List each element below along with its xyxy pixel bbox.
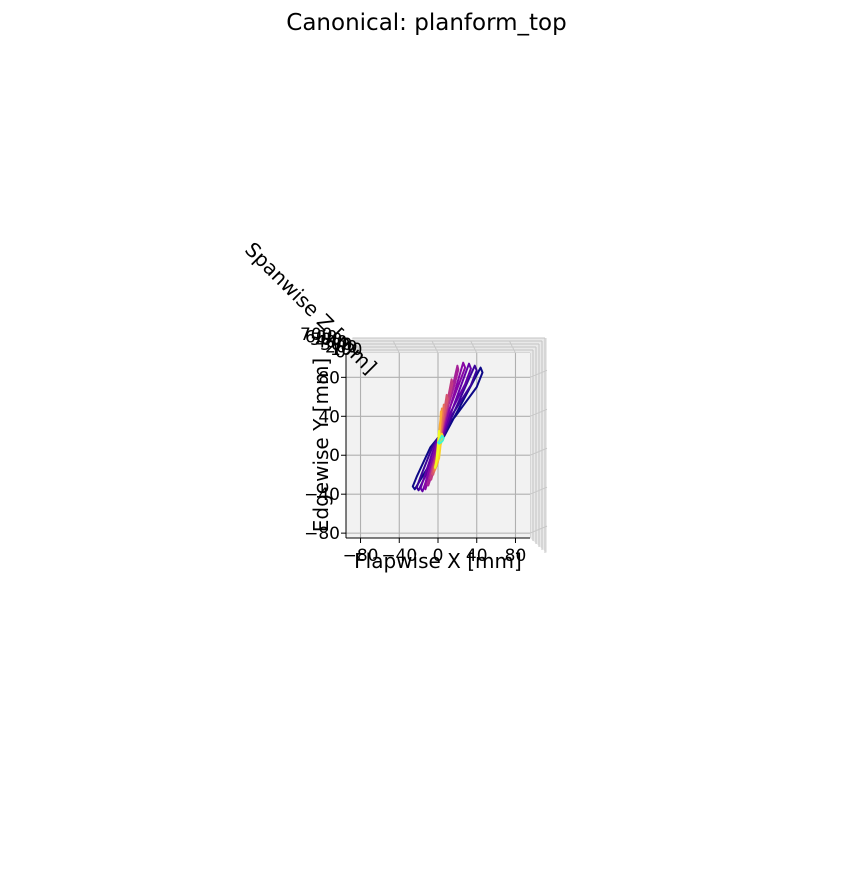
chart-title: Canonical: planform_top xyxy=(286,10,567,36)
axis-lines xyxy=(341,353,530,543)
x-tick-label: 0 xyxy=(433,546,444,566)
grid-line-depth xyxy=(529,525,548,534)
y-axis-label: Edgewise Y [mm] xyxy=(309,358,333,532)
z-tick-label: 500 xyxy=(310,330,342,350)
grid-line-depth xyxy=(431,340,439,354)
grid-line-depth xyxy=(392,340,400,354)
y-tick-label: 0 xyxy=(329,446,340,466)
y-tick-label: 80 xyxy=(318,368,340,388)
x-axis-label: Flapwise X [mm] xyxy=(354,549,522,573)
z-tick-label: 0 xyxy=(335,343,346,363)
tick-labels: −80 −40 0 40 80−80−4004080700600500400300200… xyxy=(300,325,526,566)
x-tick-label: 80 xyxy=(505,546,527,566)
grid-line-depth xyxy=(529,369,548,378)
z-tick-label: 400 xyxy=(315,333,347,353)
x-tick-label: 40 xyxy=(466,546,488,566)
grid-line-depth xyxy=(529,447,548,456)
z-tick-label: 300 xyxy=(320,335,352,355)
z-tick-label: 200 xyxy=(325,338,357,358)
y-tick-label: −40 xyxy=(304,485,340,505)
grid-line-depth xyxy=(509,340,516,354)
y-tick-label: 40 xyxy=(318,407,340,427)
x-tick-label: −80 xyxy=(343,546,379,566)
y-tick-label: −80 xyxy=(304,524,340,544)
grid-line-depth xyxy=(470,340,478,354)
grid-line-depth xyxy=(354,340,361,354)
z-tick-label: 600 xyxy=(305,328,337,348)
series-line xyxy=(437,434,445,445)
z-axis-label: Spanwise Z [mm] xyxy=(240,237,381,378)
z-tick-label: 100 xyxy=(330,340,362,360)
z-tick-label: 700 xyxy=(300,325,332,345)
series-group xyxy=(411,361,484,493)
series-line xyxy=(434,429,441,469)
axis-panes xyxy=(346,337,547,553)
grid-line-depth xyxy=(529,408,548,417)
x-tick-label: −40 xyxy=(381,546,417,566)
grid-line-depth xyxy=(529,486,548,495)
